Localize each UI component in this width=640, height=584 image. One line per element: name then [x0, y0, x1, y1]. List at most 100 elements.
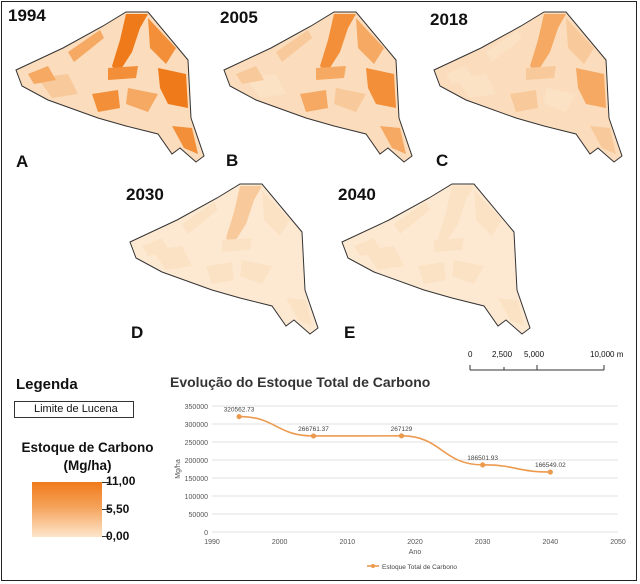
- carbon-stock-patch: [222, 238, 252, 252]
- map-2040: [334, 180, 534, 340]
- data-point: [398, 433, 405, 439]
- carbon-stock-patch: [276, 30, 312, 62]
- year-label-2030: 2030: [126, 185, 164, 204]
- municipality-fill: [130, 184, 318, 334]
- x-axis-label: Ano: [409, 549, 422, 556]
- data-point: [310, 433, 317, 439]
- carbon-stock-patch: [182, 202, 218, 234]
- municipality-fill: [342, 184, 530, 334]
- carbon-stock-patch: [434, 238, 464, 252]
- y-tick-label: 150000: [185, 476, 208, 483]
- y-tick-label: 50000: [189, 512, 209, 519]
- municipality-boundary: [341, 183, 531, 335]
- carbon-stock-patch: [320, 14, 356, 74]
- y-tick-label: 200000: [185, 458, 208, 465]
- gradient-min-label: 0,00: [106, 529, 130, 543]
- y-tick-label: 350000: [185, 404, 208, 411]
- scale-tick-5000: 5,000: [524, 350, 545, 359]
- x-tick-label: 2020: [407, 539, 423, 546]
- carbon-stock-patch: [316, 66, 346, 80]
- carbon-stock-patch: [526, 66, 556, 80]
- map-shape-2030: [129, 183, 319, 335]
- carbon-stock-patch: [380, 126, 406, 154]
- map-shape-2040: [341, 183, 531, 335]
- scale-tick-10000: 10,000 m: [590, 350, 624, 359]
- municipality-boundary: [129, 183, 319, 335]
- x-tick-label: 2010: [340, 539, 356, 546]
- x-tick-label: 1990: [204, 539, 220, 546]
- panel-letter-c: C: [436, 151, 449, 170]
- chart-title: Evolução do Estoque Total de Carbono: [170, 374, 431, 390]
- carbon-stock-patch: [28, 66, 56, 84]
- legend-title: Legenda: [16, 376, 78, 393]
- year-label-1994: 1994: [8, 6, 46, 25]
- y-axis-label: Mg/ha: [175, 459, 182, 479]
- carbon-stock-patch: [68, 30, 104, 62]
- map-2030: [122, 180, 322, 340]
- carbon-gradient-bar: [32, 482, 102, 537]
- scale-tick-2500: 2,500: [492, 350, 513, 359]
- carbon-stock-patch: [544, 88, 576, 112]
- map-shape-2018: [433, 11, 623, 163]
- data-label: 320562.73: [224, 407, 255, 414]
- data-label: 267129: [391, 426, 413, 433]
- carbon-stock-patch: [148, 18, 176, 64]
- legend-label: Estoque Total de Carbono: [382, 564, 457, 571]
- carbon-stock-patch: [530, 14, 566, 74]
- gradient-tick-mid: [102, 509, 110, 510]
- gradient-tick-max: [102, 482, 110, 483]
- carbon-stock-patch: [486, 30, 522, 62]
- y-tick-label: 0: [204, 530, 208, 537]
- carbon-stock-patch: [206, 262, 234, 284]
- carbon-stock-patch: [566, 18, 594, 64]
- boundary-label: Limite de Lucena: [34, 403, 118, 415]
- carbon-stock-patch: [92, 90, 120, 112]
- scale-tick-0: 0: [468, 350, 473, 359]
- year-label-2040: 2040: [338, 185, 376, 204]
- carbon-stock-patch: [158, 68, 188, 108]
- panel-letter-a: A: [16, 152, 29, 171]
- municipality-boundary: [433, 11, 623, 163]
- x-tick-label: 2050: [610, 539, 626, 546]
- carbon-stock-legend-title: Estoque de Carbono (Mg/ha): [21, 440, 154, 473]
- y-tick-label: 300000: [185, 422, 208, 429]
- carbon-stock-patch: [236, 66, 264, 84]
- year-label-2005: 2005: [220, 8, 258, 27]
- carbon-stock-patch: [590, 126, 616, 154]
- data-point: [480, 462, 486, 468]
- legend-marker: [371, 564, 375, 568]
- carbon-stock-patch: [510, 90, 538, 112]
- carbon-stock-patch: [452, 260, 484, 284]
- gradient-mid-label: 5,50: [106, 502, 130, 516]
- map-2005: [216, 8, 416, 168]
- x-tick-label: 2000: [272, 539, 288, 546]
- boundary-swatch: [14, 401, 134, 418]
- data-label: 266761.37: [298, 426, 329, 433]
- data-point: [236, 413, 242, 420]
- carbon-stock-patch: [354, 238, 382, 256]
- carbon-stock-patch: [142, 238, 170, 256]
- data-label: 186501.93: [467, 455, 498, 462]
- gradient-tick-min: [102, 536, 110, 537]
- carbon-stock-patch: [334, 88, 366, 112]
- panel-letter-d: D: [131, 323, 144, 342]
- x-tick-label: 2030: [475, 539, 491, 546]
- carbon-stock-patch: [438, 186, 474, 246]
- carbon-stock-patch: [366, 68, 396, 108]
- scale-bar: 0 2,500 5,000 10,000 m: [466, 350, 626, 380]
- chart-svg: 0 50000 100000 150000 200000 250000 300000 3500…: [175, 404, 626, 571]
- data-label: 166549.02: [535, 462, 566, 469]
- carbon-stock-patch: [126, 88, 158, 112]
- carbon-stock-patch: [446, 66, 474, 84]
- map-2018: [426, 8, 626, 168]
- carbon-stock-patch: [112, 14, 148, 74]
- carbon-stock-chart: 0 50000 100000 150000 200000 250000 300000 3500…: [170, 394, 626, 583]
- map-1994: [8, 8, 208, 168]
- panel-letter-e: E: [344, 323, 356, 342]
- municipality-boundary: [15, 11, 205, 163]
- y-tick-label: 250000: [185, 440, 208, 447]
- y-tick-label: 100000: [185, 494, 208, 501]
- carbon-stock-patch: [356, 18, 384, 64]
- gradient-max-label: 11,00: [106, 474, 136, 488]
- municipality-boundary: [223, 11, 413, 163]
